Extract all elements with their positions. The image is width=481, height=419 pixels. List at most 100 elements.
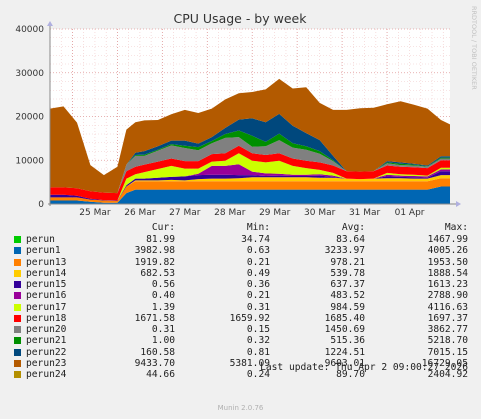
legend-cur-value: 9433.70 — [134, 357, 175, 369]
legend-avg-value: 3233.97 — [324, 245, 365, 257]
legend-header: Cur: Min: Avg: Max: — [0, 222, 481, 233]
legend-cur-value: 1.39 — [151, 301, 175, 313]
x-tick-label: 30 Mar — [304, 208, 336, 218]
legend-cur-value: 1919.82 — [134, 256, 175, 268]
legend-row: perun21 1.00 0.32 515.36 5218.70 — [0, 335, 481, 346]
x-tick-label: 29 Mar — [259, 208, 291, 218]
legend-min-value: 0.32 — [246, 335, 270, 347]
chart-title: CPU Usage - by week — [174, 11, 308, 26]
legend-swatch — [14, 292, 21, 300]
legend-cur-value: 0.56 — [151, 279, 175, 290]
legend-max-value: 7015.15 — [427, 346, 468, 358]
legend-row: perun 81.99 34.74 83.64 1467.99 — [0, 234, 481, 245]
legend-row: perun14 682.53 0.49 539.78 1888.54 — [0, 268, 481, 279]
y-tick-labels: 0 10000 20000 30000 40000 — [15, 25, 44, 210]
legend-min-value: 0.15 — [246, 324, 270, 335]
legend-cur-value: 682.53 — [140, 267, 175, 279]
legend-min-value: 0.81 — [246, 346, 270, 358]
legend-series-name: perun17 — [26, 301, 67, 313]
legend-row: perun24 44.66 0.24 89.70 2404.92 — [0, 369, 481, 380]
rrdtool-credit: RRDTOOL / TOBI OETIKER — [470, 6, 478, 90]
legend-swatch — [14, 359, 21, 367]
legend-swatch — [14, 281, 21, 288]
legend-min-value: 34.74 — [241, 234, 270, 245]
area-perun18 — [50, 145, 450, 201]
legend-max-value: 1697.37 — [427, 312, 468, 324]
legend-swatch — [14, 258, 21, 266]
legend-max-value: 16729.05 — [421, 357, 468, 369]
legend-avg-value: 1224.51 — [324, 346, 365, 358]
y-tick-label: 40000 — [15, 25, 44, 35]
x-tick-label: 26 Mar — [124, 208, 156, 218]
legend-max-value: 2404.92 — [427, 369, 468, 380]
header-max: Max: — [444, 222, 468, 233]
legend-cur-value: 0.40 — [151, 290, 175, 302]
legend-swatch — [14, 326, 21, 333]
area-perun14 — [50, 175, 450, 201]
legend-swatch — [14, 236, 21, 243]
legend-max-value: 4005.26 — [427, 245, 468, 257]
legend-min-value: 0.63 — [246, 245, 270, 257]
legend-avg-value: 9603.01 — [324, 357, 365, 369]
legend-avg-value: 515.36 — [330, 335, 365, 347]
x-tick-labels: 25 Mar 26 Mar 27 Mar 28 Mar 29 Mar 30 Mar 31 M… — [79, 208, 424, 218]
legend-max-value: 1953.50 — [427, 256, 468, 268]
legend-series-name: perun21 — [26, 335, 67, 347]
header-avg: Avg: — [341, 222, 365, 233]
legend-series-name: perun — [26, 234, 55, 245]
legend-min-value: 5381.09 — [229, 357, 270, 369]
legend-avg-value: 1685.40 — [324, 312, 365, 324]
legend-swatch — [14, 371, 21, 378]
legend-avg-value: 1450.69 — [324, 324, 365, 335]
legend-cur-value: 44.66 — [146, 369, 175, 380]
legend-max-value: 2788.90 — [427, 290, 468, 302]
legend-series-name: perun14 — [26, 267, 67, 279]
legend-max-value: 1467.99 — [427, 234, 468, 245]
legend-min-value: 0.21 — [246, 256, 270, 268]
legend-avg-value: 483.52 — [330, 290, 365, 302]
legend-row: perun22 160.58 0.81 1224.51 7015.15 — [0, 347, 481, 358]
legend-cur-value: 3982.98 — [134, 245, 175, 257]
legend-row: perun13 1919.82 0.21 978.21 1953.50 — [0, 257, 481, 268]
y-tick-label: 10000 — [15, 156, 44, 166]
legend-min-value: 0.24 — [246, 369, 270, 380]
legend-row: perun23 9433.70 5381.09 9603.01 16729.05 — [0, 358, 481, 369]
legend-min-value: 0.31 — [246, 301, 270, 313]
legend-avg-value: 984.59 — [330, 301, 365, 313]
area-perun17 — [50, 153, 450, 201]
y-axis-arrow — [47, 21, 53, 26]
area-perun22 — [50, 113, 450, 194]
x-axis-arrow — [456, 201, 461, 207]
legend-avg-value: 89.70 — [336, 369, 365, 380]
area-perun20 — [50, 137, 450, 194]
legend-max-value: 3862.77 — [427, 324, 468, 335]
legend-row: perun15 0.56 0.36 637.37 1613.23 — [0, 279, 481, 290]
legend-series-name: perun23 — [26, 357, 67, 369]
area-perun1 — [50, 186, 450, 204]
legend-max-value: 4116.63 — [427, 301, 468, 313]
legend-avg-value: 637.37 — [330, 279, 365, 290]
legend-cur-value: 0.31 — [151, 324, 175, 335]
area-perun16 — [50, 164, 450, 201]
legend-row: perun16 0.40 0.21 483.52 2788.90 — [0, 290, 481, 301]
legend-avg-value: 978.21 — [330, 256, 365, 268]
x-tick-label: 01 Apr — [395, 208, 425, 218]
y-tick-label: 20000 — [15, 113, 44, 123]
x-tick-label: 27 Mar — [169, 208, 201, 218]
munin-version: Munin 2.0.76 — [217, 404, 264, 412]
legend-swatch — [14, 303, 21, 311]
legend-series-name: perun22 — [26, 346, 67, 358]
area-perun13 — [50, 178, 450, 203]
legend-swatch — [14, 314, 21, 322]
legend-cur-value: 1671.58 — [134, 312, 175, 324]
x-tick-label: 28 Mar — [214, 208, 246, 218]
y-tick-label: 0 — [38, 200, 44, 210]
legend-series-name: perun24 — [26, 369, 67, 380]
area-perun21 — [50, 130, 450, 194]
legend-row: perun1 3982.98 0.63 3233.97 4005.26 — [0, 245, 481, 256]
legend-swatch — [14, 247, 21, 255]
legend-series-name: perun20 — [26, 324, 67, 335]
legend-cur-value: 1.00 — [151, 335, 175, 347]
legend-series-name: perun18 — [26, 312, 67, 324]
